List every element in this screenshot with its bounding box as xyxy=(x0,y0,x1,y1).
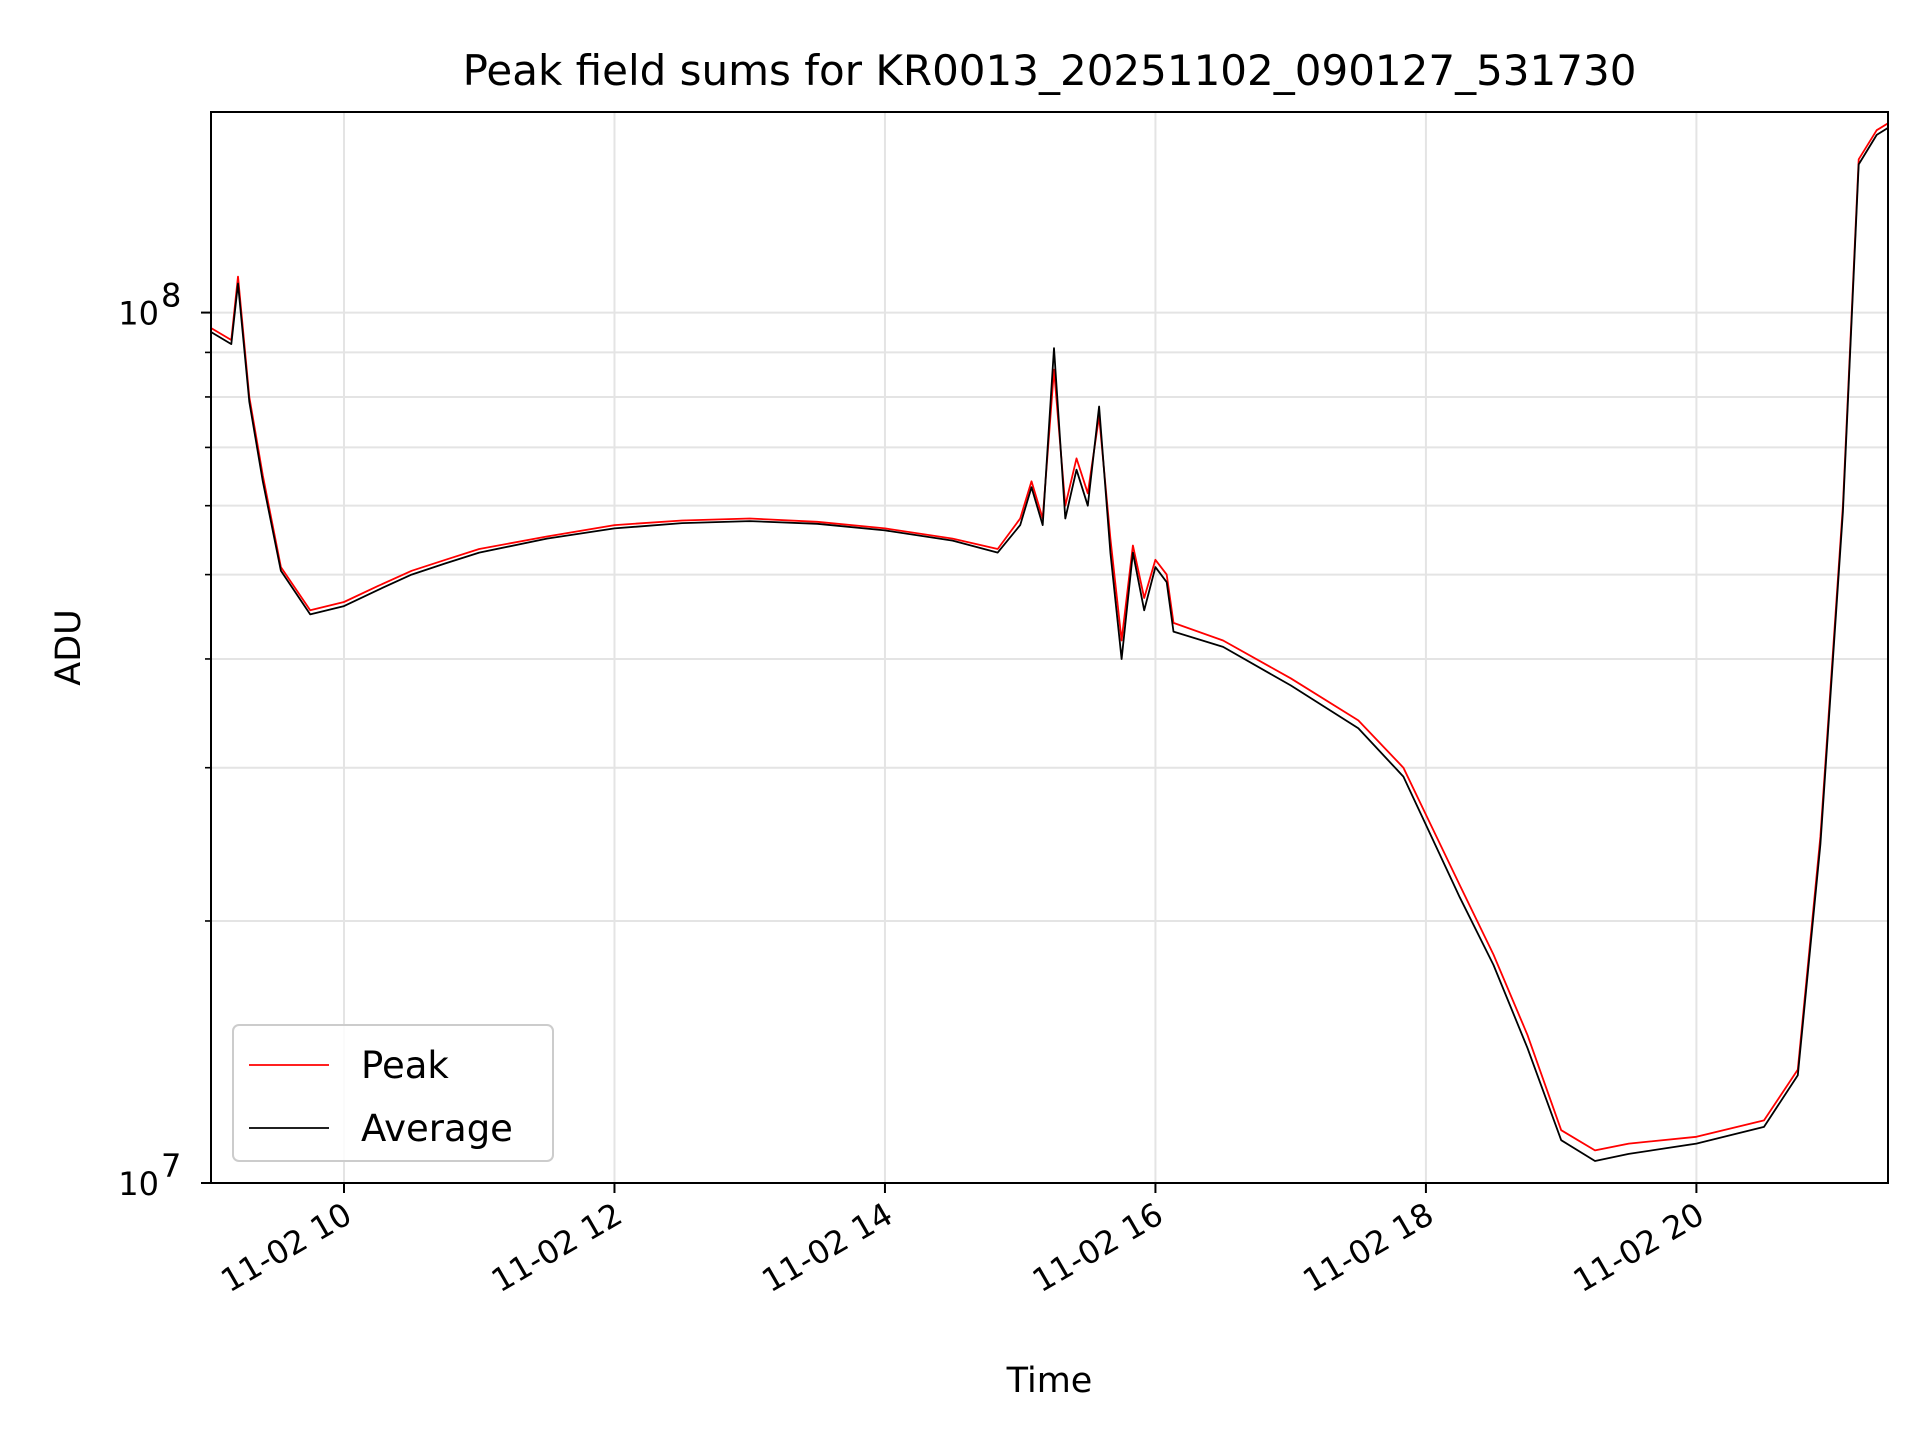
y-tick-label-exp: 8 xyxy=(161,277,181,315)
plot-frame xyxy=(210,111,1889,1184)
series-lines xyxy=(210,122,1889,1162)
x-axis-label: Time xyxy=(1006,1361,1093,1401)
y-tick-label: 10 7 xyxy=(118,1147,181,1203)
legend-label-average: Average xyxy=(361,1107,513,1150)
legend-label-peak: Peak xyxy=(361,1044,449,1087)
grid-lines xyxy=(211,112,1888,1184)
legend-box xyxy=(232,1024,554,1162)
y-tick-label-exp: 7 xyxy=(161,1147,181,1185)
chart-title: Peak field sums for KR0013_20251102_0901… xyxy=(463,46,1637,95)
y-tick-label-base: 10 xyxy=(118,1165,159,1203)
y-axis-label: ADU xyxy=(49,609,89,686)
series-line-average xyxy=(210,127,1889,1162)
y-tick-label-base: 10 xyxy=(118,295,159,333)
legend: Peak Average xyxy=(232,1024,554,1162)
y-tick-label: 10 8 xyxy=(118,277,181,333)
